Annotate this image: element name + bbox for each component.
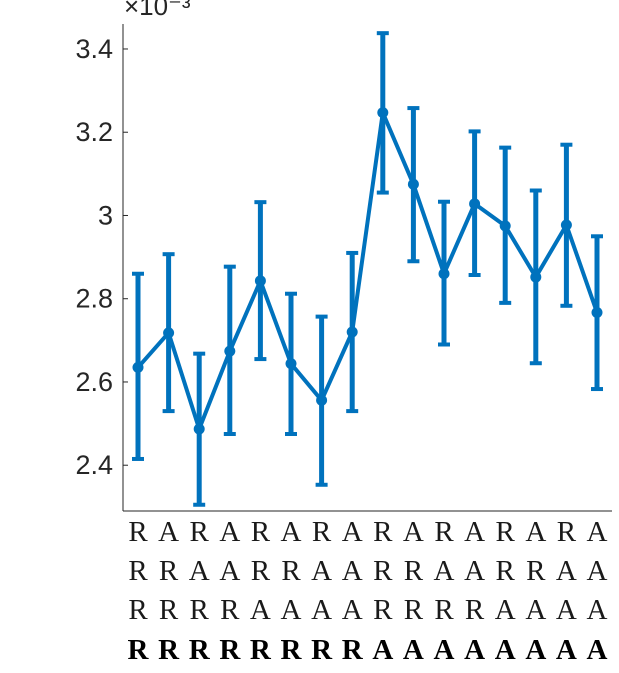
x-tick-label: R — [220, 594, 240, 626]
x-tick-label: A — [311, 594, 332, 626]
x-tick-label: R — [526, 555, 546, 587]
x-tick-label: R — [128, 634, 150, 666]
y-tick-label: 3.2 — [75, 117, 113, 147]
x-tick-label: R — [496, 516, 516, 548]
x-tick-label: R — [251, 555, 271, 587]
x-tick-label: A — [587, 634, 608, 666]
plot-area — [132, 31, 603, 507]
x-tick-label: R — [373, 594, 393, 626]
data-point — [193, 423, 205, 435]
x-tick-label: R — [250, 634, 272, 666]
x-tick-label: A — [587, 516, 608, 548]
data-point — [407, 178, 419, 190]
y-tick-label: 2.6 — [75, 367, 113, 397]
x-tick-label: A — [311, 555, 332, 587]
x-tick-label: A — [158, 516, 179, 548]
x-tick-label: A — [219, 555, 240, 587]
axes: 2.4 2.6 2.8 3 3.2 3.4 ×10⁻³ — [75, 0, 612, 512]
x-tick-label: R — [128, 516, 148, 548]
x-tick-label: A — [250, 594, 271, 626]
x-tick-label: A — [556, 555, 577, 587]
data-point — [560, 219, 572, 231]
x-tick-label: A — [464, 516, 485, 548]
x-tick-label: R — [159, 594, 179, 626]
x-tick-label: A — [342, 594, 363, 626]
x-tick-label: A — [495, 634, 516, 666]
data-point — [285, 358, 297, 370]
x-tick-label: R — [281, 634, 303, 666]
x-tick-label: R — [342, 634, 364, 666]
x-tick-label: R — [190, 516, 210, 548]
x-tick-label: A — [556, 634, 577, 666]
data-point — [499, 220, 511, 232]
x-tick-label: A — [464, 555, 485, 587]
x-tick-label: A — [434, 634, 455, 666]
x-tick-label: R — [557, 516, 577, 548]
x-tick-label: A — [525, 634, 546, 666]
x-tick-label: R — [158, 634, 180, 666]
x-tick-label: R — [251, 516, 271, 548]
x-tick-label: R — [373, 516, 393, 548]
x-tick-label: A — [189, 555, 210, 587]
y-tick-label: 3.4 — [75, 34, 113, 64]
x-tick-label: A — [281, 516, 302, 548]
x-tick-label: A — [342, 555, 363, 587]
x-tick-label: R — [311, 634, 333, 666]
data-point — [377, 107, 389, 119]
data-point — [316, 394, 328, 406]
x-tick-label: R — [128, 594, 148, 626]
x-tick-label: R — [190, 594, 210, 626]
data-point — [346, 326, 358, 338]
data-point — [224, 345, 236, 357]
x-tick-label: R — [219, 634, 241, 666]
x-tick-label: A — [342, 516, 363, 548]
data-point — [438, 268, 450, 280]
data-point — [254, 275, 266, 287]
series-line — [136, 110, 599, 431]
x-tick-label: R — [312, 516, 332, 548]
x-tick-label: A — [556, 594, 577, 626]
x-tick-label: A — [587, 555, 608, 587]
x-tick-label: R — [281, 555, 301, 587]
x-tick-label: R — [465, 594, 485, 626]
x-tick-label: A — [587, 594, 608, 626]
x-tick-label: A — [525, 594, 546, 626]
data-point — [163, 327, 175, 339]
x-tick-label: A — [434, 555, 455, 587]
x-tick-label: A — [464, 634, 485, 666]
y-tick-label: 3 — [98, 200, 113, 230]
data-point — [530, 271, 542, 283]
x-tick-label-grid: R A R A R A R A R A R A R A R AR R A A R R A A R R A A R R A AR R R R A A A A… — [128, 516, 608, 666]
x-tick-label: R — [434, 594, 454, 626]
x-tick-label: A — [219, 516, 240, 548]
x-tick-label: A — [525, 516, 546, 548]
data-point — [591, 306, 603, 318]
y-tick-label: 2.8 — [75, 284, 113, 314]
data-point — [132, 361, 144, 373]
y-tick-label: 2.4 — [75, 450, 113, 480]
x-tick-label: A — [372, 634, 393, 666]
y-exponent-label: ×10⁻³ — [124, 0, 191, 21]
x-tick-label: A — [403, 634, 424, 666]
x-tick-label: A — [403, 516, 424, 548]
data-point — [469, 198, 481, 210]
x-tick-label: A — [495, 594, 516, 626]
x-tick-label: A — [281, 594, 302, 626]
x-tick-label: R — [128, 555, 148, 587]
x-tick-label: R — [404, 594, 424, 626]
x-tick-label: R — [373, 555, 393, 587]
x-tick-label: R — [159, 555, 179, 587]
x-tick-label: R — [189, 634, 211, 666]
x-tick-label: R — [404, 555, 424, 587]
x-tick-label: R — [496, 555, 516, 587]
x-tick-label: R — [434, 516, 454, 548]
